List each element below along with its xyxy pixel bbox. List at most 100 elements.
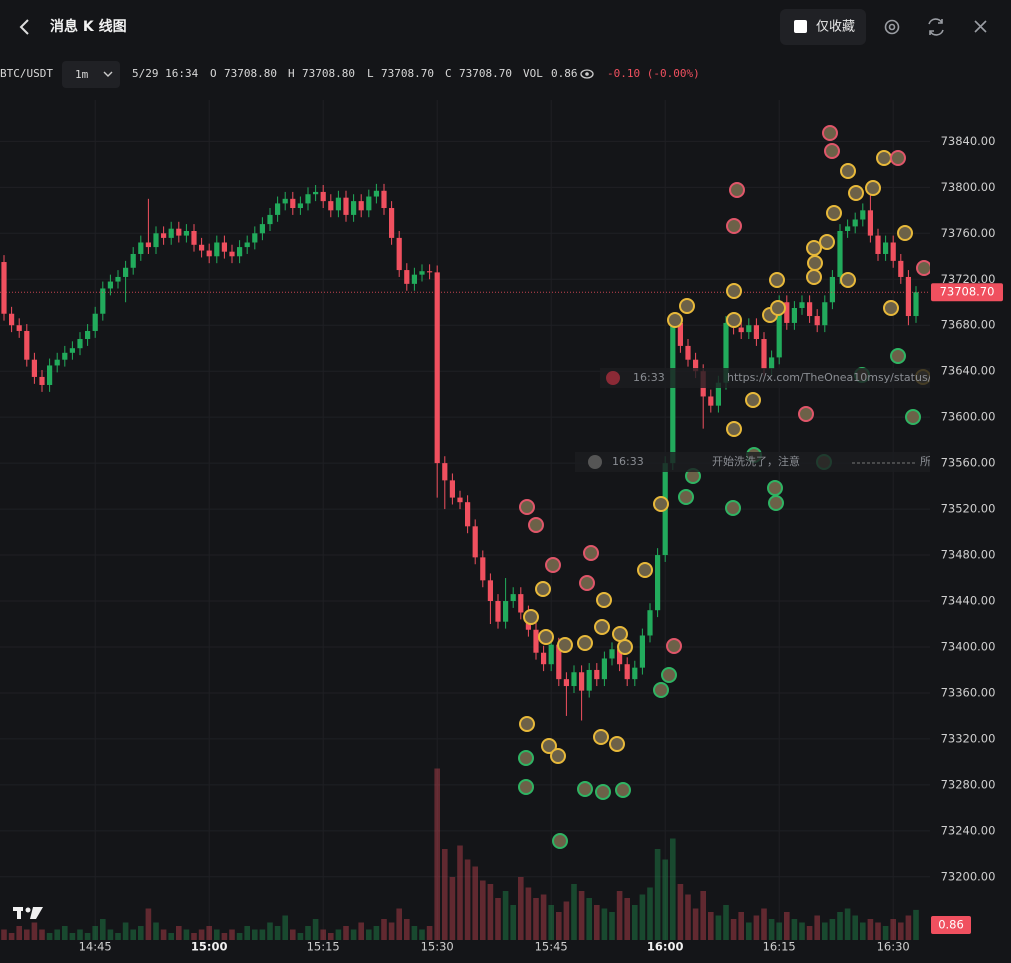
message-marker[interactable]: [583, 545, 599, 561]
message-marker[interactable]: [609, 736, 625, 752]
message-marker[interactable]: [770, 300, 786, 316]
message-marker[interactable]: [806, 240, 822, 256]
message-marker[interactable]: [653, 496, 669, 512]
candle-body: [328, 201, 334, 211]
candle-body: [472, 526, 478, 558]
message-marker[interactable]: [518, 750, 534, 766]
candle-body: [723, 322, 729, 383]
candle-body: [313, 191, 319, 195]
message-marker[interactable]: [848, 185, 864, 201]
message-marker[interactable]: [840, 163, 856, 179]
filter-button[interactable]: [780, 9, 866, 45]
y-tick-label: 73200.00: [941, 869, 996, 883]
message-marker[interactable]: [822, 125, 838, 141]
visibility-toggle[interactable]: [580, 69, 594, 79]
message-marker[interactable]: [679, 298, 695, 314]
volume-bar: [168, 933, 174, 940]
back-button[interactable]: [19, 19, 29, 35]
volume-bar: [176, 926, 182, 940]
message-marker[interactable]: [840, 272, 856, 288]
message-marker[interactable]: [678, 489, 694, 505]
candle-body: [77, 339, 83, 349]
message-marker[interactable]: [819, 234, 835, 250]
message-marker[interactable]: [667, 312, 683, 328]
message-marker[interactable]: [615, 782, 631, 798]
candle-body: [510, 594, 516, 602]
y-tick-label: 73360.00: [941, 685, 996, 699]
message-marker[interactable]: [826, 205, 842, 221]
candle-body: [845, 226, 851, 231]
message-marker[interactable]: [545, 557, 561, 573]
message-marker[interactable]: [897, 225, 913, 241]
message-marker[interactable]: [876, 150, 892, 166]
message-marker[interactable]: [807, 255, 823, 271]
message-marker[interactable]: [550, 748, 566, 764]
volume-bar: [426, 926, 433, 940]
message-marker[interactable]: [552, 833, 568, 849]
message-marker[interactable]: [768, 495, 784, 511]
message-marker[interactable]: [661, 667, 677, 683]
message-marker[interactable]: [725, 500, 741, 516]
interval-select[interactable]: [62, 61, 120, 88]
volume-bar: [776, 922, 782, 940]
message-marker[interactable]: [890, 150, 906, 166]
message-marker[interactable]: [666, 638, 682, 654]
message-marker[interactable]: [593, 729, 609, 745]
message-marker[interactable]: [637, 562, 653, 578]
message-marker[interactable]: [745, 392, 761, 408]
message-marker[interactable]: [905, 409, 921, 425]
message-marker[interactable]: [535, 581, 551, 597]
volume-bar: [358, 922, 364, 940]
message-marker[interactable]: [538, 629, 554, 645]
message-marker[interactable]: [726, 283, 742, 299]
candle-body: [753, 325, 759, 340]
settings-button[interactable]: [884, 19, 900, 35]
message-marker[interactable]: [767, 480, 783, 496]
message-marker[interactable]: [595, 784, 611, 800]
message-marker[interactable]: [806, 269, 822, 285]
message-marker[interactable]: [617, 639, 633, 655]
message-marker[interactable]: [577, 781, 593, 797]
volume-bar: [487, 884, 494, 940]
message-marker[interactable]: [519, 499, 535, 515]
message-marker[interactable]: [916, 260, 932, 276]
message-marker[interactable]: [798, 406, 814, 422]
volume-bar: [373, 926, 380, 940]
message-marker[interactable]: [577, 635, 593, 651]
message-marker[interactable]: [612, 626, 628, 642]
close-button[interactable]: [974, 20, 987, 33]
message-marker[interactable]: [579, 575, 595, 591]
message-marker[interactable]: [557, 637, 573, 653]
message-marker[interactable]: [594, 619, 610, 635]
message-marker[interactable]: [726, 218, 742, 234]
refresh-button[interactable]: [928, 18, 944, 36]
volume-bar: [502, 891, 509, 940]
volume-bar: [84, 933, 91, 940]
message-marker[interactable]: [596, 592, 612, 608]
message-marker[interactable]: [523, 609, 539, 625]
volume-bar: [69, 933, 76, 940]
volume-bar: [320, 929, 326, 940]
last-price-label: 73708.70: [940, 285, 995, 299]
candle-body: [115, 276, 121, 282]
message-marker[interactable]: [824, 143, 840, 159]
volume-bar: [457, 845, 463, 940]
candle-body: [419, 271, 425, 275]
message-marker[interactable]: [528, 517, 544, 533]
message-marker[interactable]: [726, 421, 742, 437]
message-marker[interactable]: [541, 738, 557, 754]
message-marker[interactable]: [519, 716, 535, 732]
message-marker[interactable]: [865, 180, 881, 196]
message-marker[interactable]: [769, 272, 785, 288]
message-text[interactable]: 开始洗洗了，注意: [712, 454, 800, 468]
message-marker[interactable]: [729, 182, 745, 198]
message-marker[interactable]: [653, 682, 669, 698]
candle-body: [556, 644, 562, 680]
message-marker[interactable]: [890, 348, 906, 364]
checkbox[interactable]: [794, 20, 807, 33]
candle-body: [563, 679, 569, 687]
message-marker[interactable]: [883, 300, 899, 316]
message-marker[interactable]: [726, 312, 742, 328]
volume-bar: [510, 905, 516, 940]
message-marker[interactable]: [518, 779, 534, 795]
